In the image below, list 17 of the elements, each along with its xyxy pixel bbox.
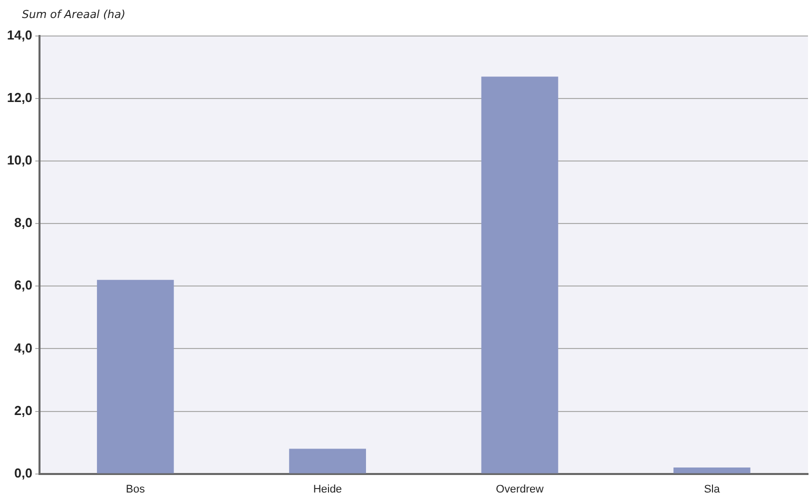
y-tick-label: 0,0	[14, 465, 32, 480]
x-tick-label: Overdrew	[496, 483, 544, 496]
bar	[673, 468, 750, 474]
x-tick-label: Heide	[313, 483, 342, 496]
y-tick-label: 12,0	[6, 90, 32, 106]
y-tick-label: 2,0	[14, 402, 32, 418]
x-tick-label: Sla	[704, 483, 721, 496]
bar	[289, 448, 366, 474]
y-tick-label: 4,0	[14, 340, 32, 356]
x-tick-label: Bos	[126, 483, 146, 496]
y-axis-title: Sum of Areaal (ha)	[22, 8, 126, 21]
y-tick-label: 8,0	[14, 215, 32, 230]
y-tick-label: 6,0	[14, 278, 32, 293]
y-tick-label: 14,0	[6, 28, 32, 43]
bar	[96, 280, 174, 474]
y-tick-label: 10,0	[6, 152, 32, 168]
bar	[481, 76, 558, 474]
